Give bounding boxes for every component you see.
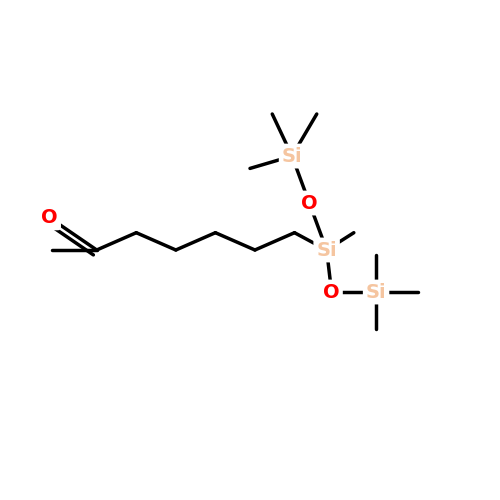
Text: O: O: [324, 282, 340, 302]
Text: Si: Si: [366, 282, 386, 302]
Text: Si: Si: [282, 146, 302, 166]
Text: Si: Si: [316, 240, 337, 260]
Text: O: O: [42, 208, 58, 228]
Text: O: O: [301, 194, 318, 212]
